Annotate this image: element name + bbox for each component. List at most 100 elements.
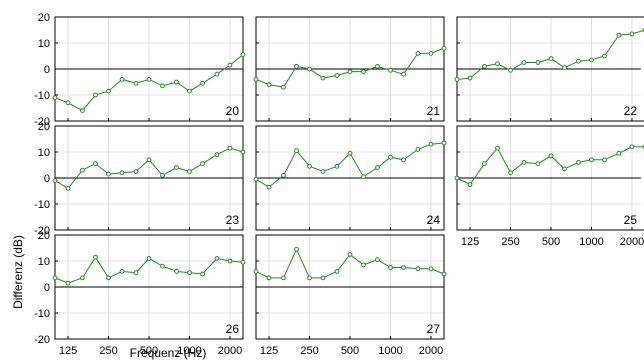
data-point xyxy=(616,150,622,156)
x-tick-label: 2000 xyxy=(218,345,242,357)
x-tick-label: 125 xyxy=(461,236,479,248)
data-point xyxy=(52,275,58,281)
data-point xyxy=(307,163,312,169)
data-point xyxy=(347,69,353,74)
data-point xyxy=(266,184,272,190)
panel-label: 22 xyxy=(624,104,638,118)
data-point xyxy=(521,60,527,65)
data-point xyxy=(106,88,111,94)
x-tick-label: 1000 xyxy=(579,236,603,248)
panel-27: 125 250 500 1000 2000 27 xyxy=(253,234,447,357)
data-point xyxy=(495,145,500,151)
data-point xyxy=(334,163,340,169)
data-point xyxy=(589,157,594,163)
data-point xyxy=(133,270,139,276)
panel-label: 26 xyxy=(226,322,240,336)
data-point xyxy=(80,108,85,113)
data-point xyxy=(119,77,125,82)
data-point xyxy=(160,83,165,89)
data-point xyxy=(361,262,366,268)
data-point xyxy=(388,154,393,160)
data-point xyxy=(133,80,139,86)
data-point xyxy=(347,252,353,257)
y-tick-label: 0 xyxy=(44,173,50,185)
x-tick-label: 250 xyxy=(99,345,117,357)
y-tick-label: 0 xyxy=(44,64,50,76)
data-point xyxy=(227,145,233,151)
data-point xyxy=(65,100,71,106)
data-point xyxy=(562,166,567,172)
data-point xyxy=(253,77,259,82)
data-point xyxy=(174,79,179,85)
data-point xyxy=(93,161,98,167)
data-point xyxy=(482,161,487,167)
data-point xyxy=(294,64,299,69)
x-tick-label: 1000 xyxy=(378,345,402,357)
data-point xyxy=(576,160,581,165)
data-point xyxy=(240,52,246,58)
data-point xyxy=(187,270,192,276)
y-tick-label: -20 xyxy=(34,116,50,128)
data-point xyxy=(508,67,513,73)
data-point xyxy=(240,259,246,265)
data-point xyxy=(253,176,259,182)
x-tick-label: 125 xyxy=(260,345,278,357)
data-point xyxy=(119,170,125,176)
data-point xyxy=(521,160,527,165)
data-point xyxy=(428,266,434,272)
y-tick-label: 10 xyxy=(38,147,50,159)
data-point xyxy=(548,153,554,159)
data-point xyxy=(535,60,541,65)
panel-label: 23 xyxy=(226,213,240,227)
data-point xyxy=(266,275,272,281)
data-point xyxy=(388,67,393,73)
data-point xyxy=(200,271,205,277)
data-point xyxy=(80,167,85,173)
data-point xyxy=(415,147,421,152)
y-tick-label: -10 xyxy=(34,308,50,320)
x-tick-label: 1000 xyxy=(177,345,201,357)
data-point xyxy=(629,144,635,150)
x-tick-label: 250 xyxy=(501,236,519,248)
panel-label: 24 xyxy=(427,213,441,227)
data-point xyxy=(589,57,594,63)
data-point xyxy=(535,161,541,167)
data-point xyxy=(616,32,622,38)
data-point xyxy=(602,157,607,163)
data-point xyxy=(347,150,353,156)
y-tick-label: 20 xyxy=(38,121,50,133)
data-point xyxy=(93,92,98,98)
data-point xyxy=(93,254,98,260)
data-point xyxy=(441,45,447,51)
data-point xyxy=(361,174,366,180)
data-point xyxy=(307,66,312,72)
data-point xyxy=(281,173,286,178)
data-point xyxy=(629,31,635,37)
y-tick-label: -20 xyxy=(34,225,50,237)
panel-23: -20 -10 0 10 20 23 xyxy=(34,121,246,237)
data-point xyxy=(146,256,152,261)
panel-24: 24 xyxy=(253,125,447,231)
data-point xyxy=(281,84,286,90)
y-axis-label: Differenz (dB) xyxy=(11,235,25,309)
data-point xyxy=(119,269,125,274)
data-point xyxy=(375,257,380,263)
y-tick-label: 20 xyxy=(38,230,50,242)
x-tick-label: 2000 xyxy=(419,345,443,357)
data-point xyxy=(187,169,192,174)
data-point xyxy=(467,182,473,187)
panel-20: -20 -10 0 10 20 20 xyxy=(34,12,246,128)
data-point xyxy=(146,157,152,163)
panel-21: 21 xyxy=(253,16,447,122)
data-point xyxy=(106,171,111,177)
y-tick-label: 20 xyxy=(38,12,50,24)
data-point xyxy=(294,148,299,154)
x-tick-label: 2000 xyxy=(620,236,644,248)
data-point xyxy=(160,173,165,178)
data-point xyxy=(320,169,326,174)
y-tick-label: 0 xyxy=(44,282,50,294)
data-point xyxy=(401,71,406,77)
data-point xyxy=(495,61,500,67)
